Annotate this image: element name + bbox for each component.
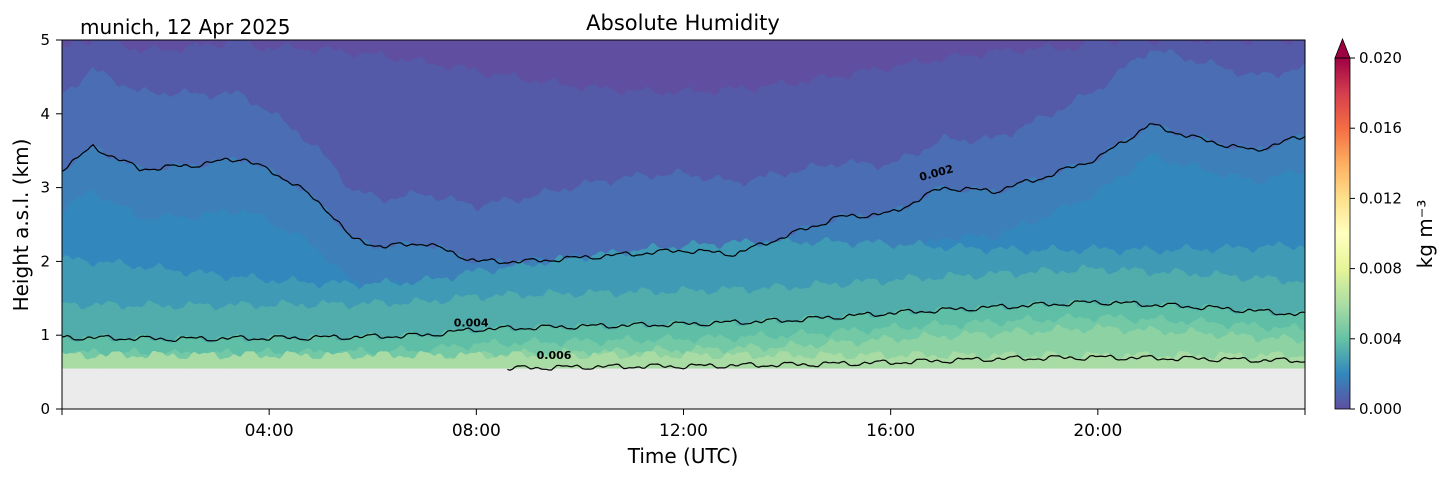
x-axis-ticks: 04:00 08:00 12:00 16:00 20:00: [61, 409, 1306, 441]
contour-line: [62, 299, 1305, 343]
y-tick-label: 3: [40, 179, 50, 197]
location-date-label: munich, 12 Apr 2025: [80, 15, 290, 39]
contour-line: [507, 354, 1305, 371]
y-tick-label: 4: [40, 105, 50, 123]
colorbar-tick-label: 0.016: [1359, 119, 1402, 137]
y-axis-ticks: 0 1 2 3 4 5: [40, 31, 62, 418]
colorbar-tick-label: 0.020: [1359, 49, 1402, 67]
x-axis-label: Time (UTC): [627, 444, 739, 468]
colorbar-gradient: [1335, 58, 1350, 409]
contour-label: 0.004: [454, 316, 489, 329]
humidity-bands: [62, 40, 1305, 369]
x-tick-label: 12:00: [659, 421, 708, 441]
colorbar-tick-label: 0.012: [1359, 189, 1402, 207]
y-tick-label: 2: [40, 252, 50, 270]
colorbar-tick-label: 0.008: [1359, 260, 1402, 278]
colorbar-tick-label: 0.000: [1359, 400, 1402, 418]
colorbar: 0.000 0.004 0.008 0.012 0.016 0.020 kg m⁻³: [1334, 37, 1437, 418]
humidity-band: [62, 350, 1305, 369]
y-axis-label: Height a.s.l. (km): [9, 139, 33, 312]
colorbar-frame: [1334, 57, 1351, 410]
x-tick-label: 16:00: [866, 421, 915, 441]
colorbar-extend-arrow: [1334, 37, 1351, 59]
y-tick-label: 0: [40, 400, 50, 418]
contour-label: 0.006: [537, 349, 572, 362]
x-tick-label: 20:00: [1073, 421, 1122, 441]
y-tick-label: 5: [40, 31, 50, 49]
colorbar-ticks: 0.000 0.004 0.008 0.012 0.016 0.020: [1350, 49, 1402, 418]
x-tick-label: 08:00: [452, 421, 501, 441]
contour-line: [62, 123, 1305, 265]
chart-title: Absolute Humidity: [586, 11, 780, 35]
colorbar-tick-label: 0.004: [1359, 330, 1402, 348]
colorbar-label: kg m⁻³: [1413, 200, 1437, 269]
y-tick-label: 1: [40, 326, 50, 344]
x-tick-label: 04:00: [245, 421, 294, 441]
